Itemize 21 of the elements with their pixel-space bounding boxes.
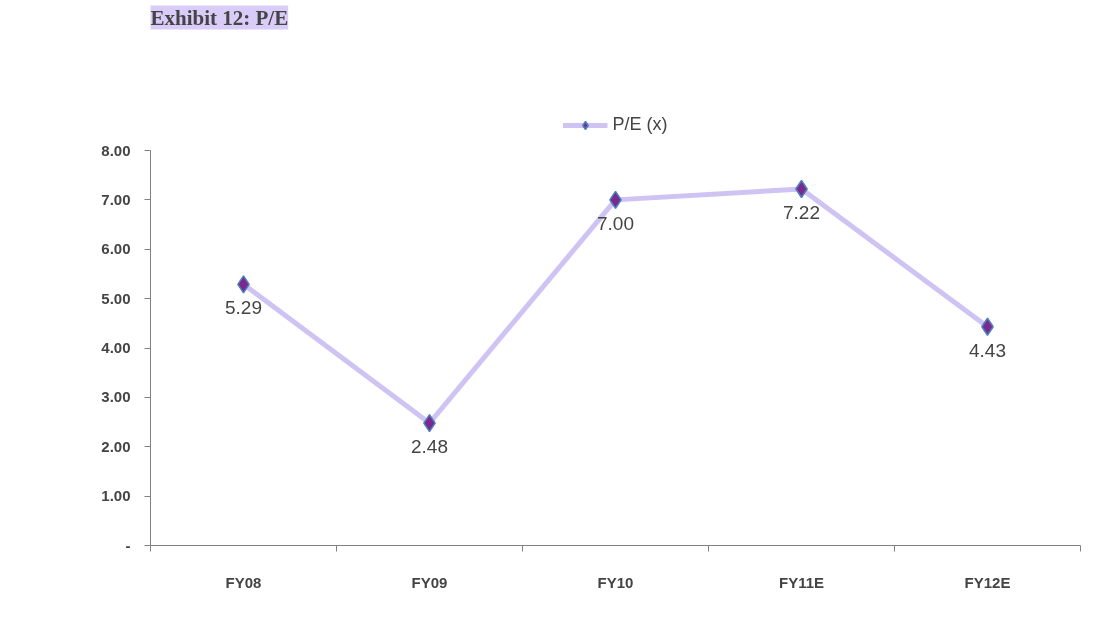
data-label: 2.48: [411, 436, 448, 458]
data-label: 7.00: [597, 212, 634, 234]
y-tick-label: 8.00: [101, 141, 131, 159]
data-label: 7.22: [783, 202, 820, 224]
x-tick-label: FY12E: [964, 573, 1011, 591]
y-tick-label: 5.00: [101, 289, 131, 307]
y-tick-label: 4.00: [101, 339, 131, 356]
y-tick-label: 2.00: [101, 437, 131, 455]
y-tick-label: 1.00: [101, 487, 131, 505]
x-tick-label: FY08: [225, 573, 262, 591]
x-tick-label: FY11E: [778, 573, 825, 591]
chart-title: Exhibit 12: P/E: [150, 5, 289, 30]
data-label: 5.29: [225, 297, 262, 319]
y-tick-label: -: [125, 536, 131, 554]
y-tick-label: 6.00: [101, 240, 131, 258]
x-tick-label: FY10: [597, 573, 634, 591]
data-label: 4.43: [969, 339, 1006, 361]
legend-label: P/E (x): [612, 114, 668, 135]
y-tick-label: 7.00: [101, 190, 131, 208]
y-tick-label: 3.00: [101, 388, 131, 406]
x-tick-label: FY09: [411, 573, 448, 591]
